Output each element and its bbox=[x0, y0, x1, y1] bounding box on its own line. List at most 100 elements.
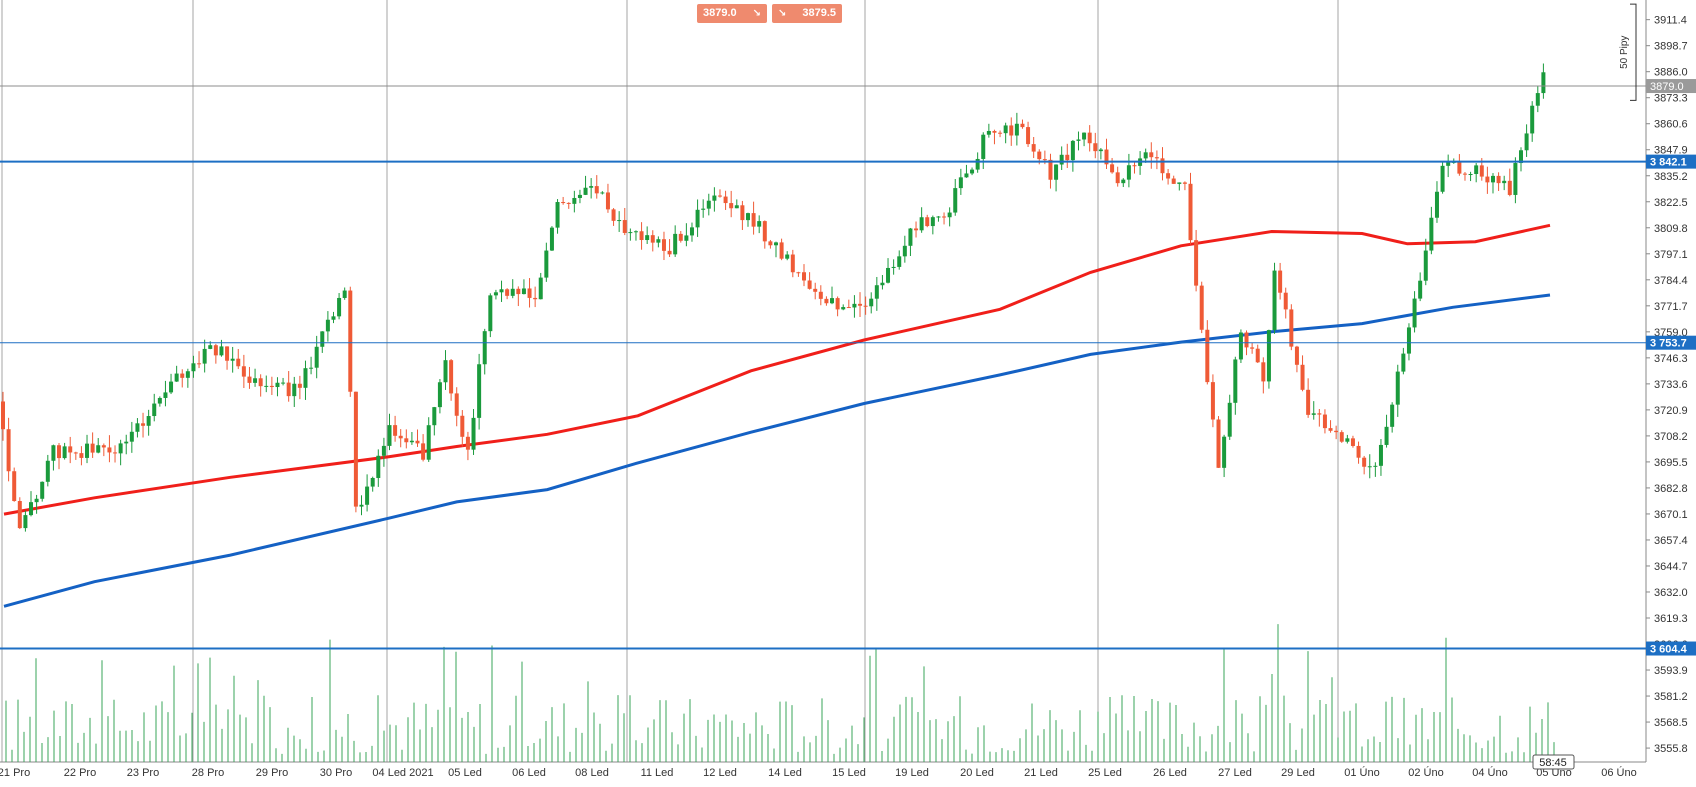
candle-bull bbox=[600, 192, 605, 194]
candle-bear bbox=[113, 452, 118, 454]
candle-bear bbox=[1306, 389, 1311, 415]
candle-bear bbox=[824, 298, 829, 304]
candle-bear bbox=[247, 376, 252, 383]
level-label-box bbox=[1646, 335, 1696, 350]
candle-bull bbox=[919, 217, 924, 231]
candle-bull bbox=[1418, 280, 1423, 299]
moving-average-blue bbox=[3, 293, 1551, 608]
level-label: 3 753.7 bbox=[1650, 338, 1687, 350]
y-tick-label: 3593.9 bbox=[1654, 665, 1688, 677]
candle-bear bbox=[1160, 158, 1165, 174]
level-label: 3 842.1 bbox=[1650, 157, 1687, 169]
y-tick-label: 3847.9 bbox=[1654, 145, 1688, 157]
candle-bull bbox=[185, 371, 190, 378]
candle-bull bbox=[633, 231, 638, 233]
candle-bull bbox=[1143, 152, 1148, 159]
candle-bear bbox=[1496, 175, 1501, 184]
candle-bear bbox=[594, 186, 599, 194]
y-tick-label: 3657.4 bbox=[1654, 535, 1688, 547]
candle-bear bbox=[107, 447, 112, 453]
candle-bull bbox=[1434, 191, 1439, 218]
candle-bear bbox=[1216, 419, 1221, 468]
candle-bull bbox=[886, 267, 891, 283]
x-tick-label: 28 Pro bbox=[192, 767, 224, 779]
candle-bear bbox=[348, 290, 353, 392]
candle-bull bbox=[510, 288, 515, 296]
candle-bull bbox=[191, 363, 196, 372]
candle-bull bbox=[23, 515, 28, 529]
candle-bear bbox=[17, 501, 22, 529]
candle-bull bbox=[443, 360, 448, 383]
candle-bull bbox=[118, 443, 123, 454]
x-tick-label: 21 Pro bbox=[0, 767, 30, 779]
candle-bull bbox=[1082, 132, 1087, 140]
candle-bull bbox=[745, 213, 750, 221]
candle-bear bbox=[6, 429, 11, 472]
level-label-box bbox=[1646, 641, 1696, 656]
candle-bear bbox=[1065, 154, 1070, 161]
candle-bear bbox=[751, 213, 756, 227]
level-label: 3 604.4 bbox=[1650, 644, 1688, 656]
candle-bull bbox=[1474, 165, 1479, 175]
candle-bear bbox=[1350, 438, 1355, 446]
candle-bull bbox=[1059, 154, 1064, 165]
candle-bear bbox=[1042, 159, 1047, 161]
candle-bear bbox=[661, 239, 666, 251]
candle-bear bbox=[566, 202, 571, 204]
candle-bull bbox=[381, 445, 386, 456]
candle-bull bbox=[29, 502, 34, 516]
y-tick-label: 3581.2 bbox=[1654, 691, 1688, 703]
candle-bear bbox=[241, 366, 246, 377]
candle-bear bbox=[68, 446, 73, 453]
ask-price: 3879.5 bbox=[802, 7, 836, 19]
candle-bull bbox=[359, 504, 364, 507]
candle-bull bbox=[538, 277, 543, 300]
y-tick-label: 3911.4 bbox=[1654, 15, 1687, 27]
candle-bear bbox=[1294, 346, 1299, 365]
candle-bear bbox=[258, 378, 263, 387]
candle-bull bbox=[488, 295, 493, 332]
x-tick-label: 15 Led bbox=[832, 767, 866, 779]
candle-bull bbox=[549, 227, 554, 251]
candle-bear bbox=[818, 291, 823, 299]
y-tick-label: 3771.7 bbox=[1654, 301, 1688, 313]
candle-bull bbox=[874, 285, 879, 299]
x-tick-label: 27 Led bbox=[1218, 767, 1252, 779]
candle-bear bbox=[1166, 173, 1171, 179]
candle-bull bbox=[1222, 436, 1227, 468]
y-tick-label: 3746.3 bbox=[1654, 353, 1688, 365]
x-tick-label: 11 Led bbox=[641, 767, 674, 779]
candle-bull bbox=[146, 416, 151, 426]
candle-bear bbox=[729, 203, 734, 209]
y-tick-label: 3632.0 bbox=[1654, 587, 1688, 599]
ask-price-badge[interactable]: ↘ 3879.5 bbox=[772, 4, 842, 23]
x-tick-label: 22 Pro bbox=[64, 767, 96, 779]
x-tick-label: 25 Led bbox=[1088, 767, 1122, 779]
candle-bear bbox=[1154, 157, 1159, 159]
candle-bear bbox=[1149, 152, 1154, 158]
arrow-down-right-icon: ↘ bbox=[778, 8, 787, 19]
y-tick-label: 3835.2 bbox=[1654, 171, 1688, 183]
candle-bull bbox=[275, 382, 280, 388]
x-tick-label: 08 Led bbox=[575, 767, 609, 779]
candle-bull bbox=[830, 298, 835, 304]
bid-price-badge[interactable]: 3879.0 ↘ bbox=[697, 4, 767, 23]
candle-bear bbox=[762, 221, 767, 242]
candle-bear bbox=[779, 242, 784, 259]
candle-bull bbox=[34, 498, 39, 503]
candle-bull bbox=[645, 235, 650, 241]
candle-bear bbox=[717, 195, 722, 197]
candle-bull bbox=[1126, 165, 1131, 180]
candle-bull bbox=[701, 208, 706, 210]
candle-bull bbox=[1390, 404, 1395, 427]
candle-bull bbox=[303, 368, 308, 388]
candle-bear bbox=[1479, 165, 1484, 177]
pip-range-label: 50 Pipy bbox=[1619, 36, 1630, 69]
candle-bull bbox=[493, 292, 498, 296]
candle-bull bbox=[689, 227, 694, 236]
y-tick-label: 3695.5 bbox=[1654, 457, 1688, 469]
y-tick-label: 3708.2 bbox=[1654, 431, 1688, 443]
candle-bear bbox=[1250, 347, 1255, 349]
